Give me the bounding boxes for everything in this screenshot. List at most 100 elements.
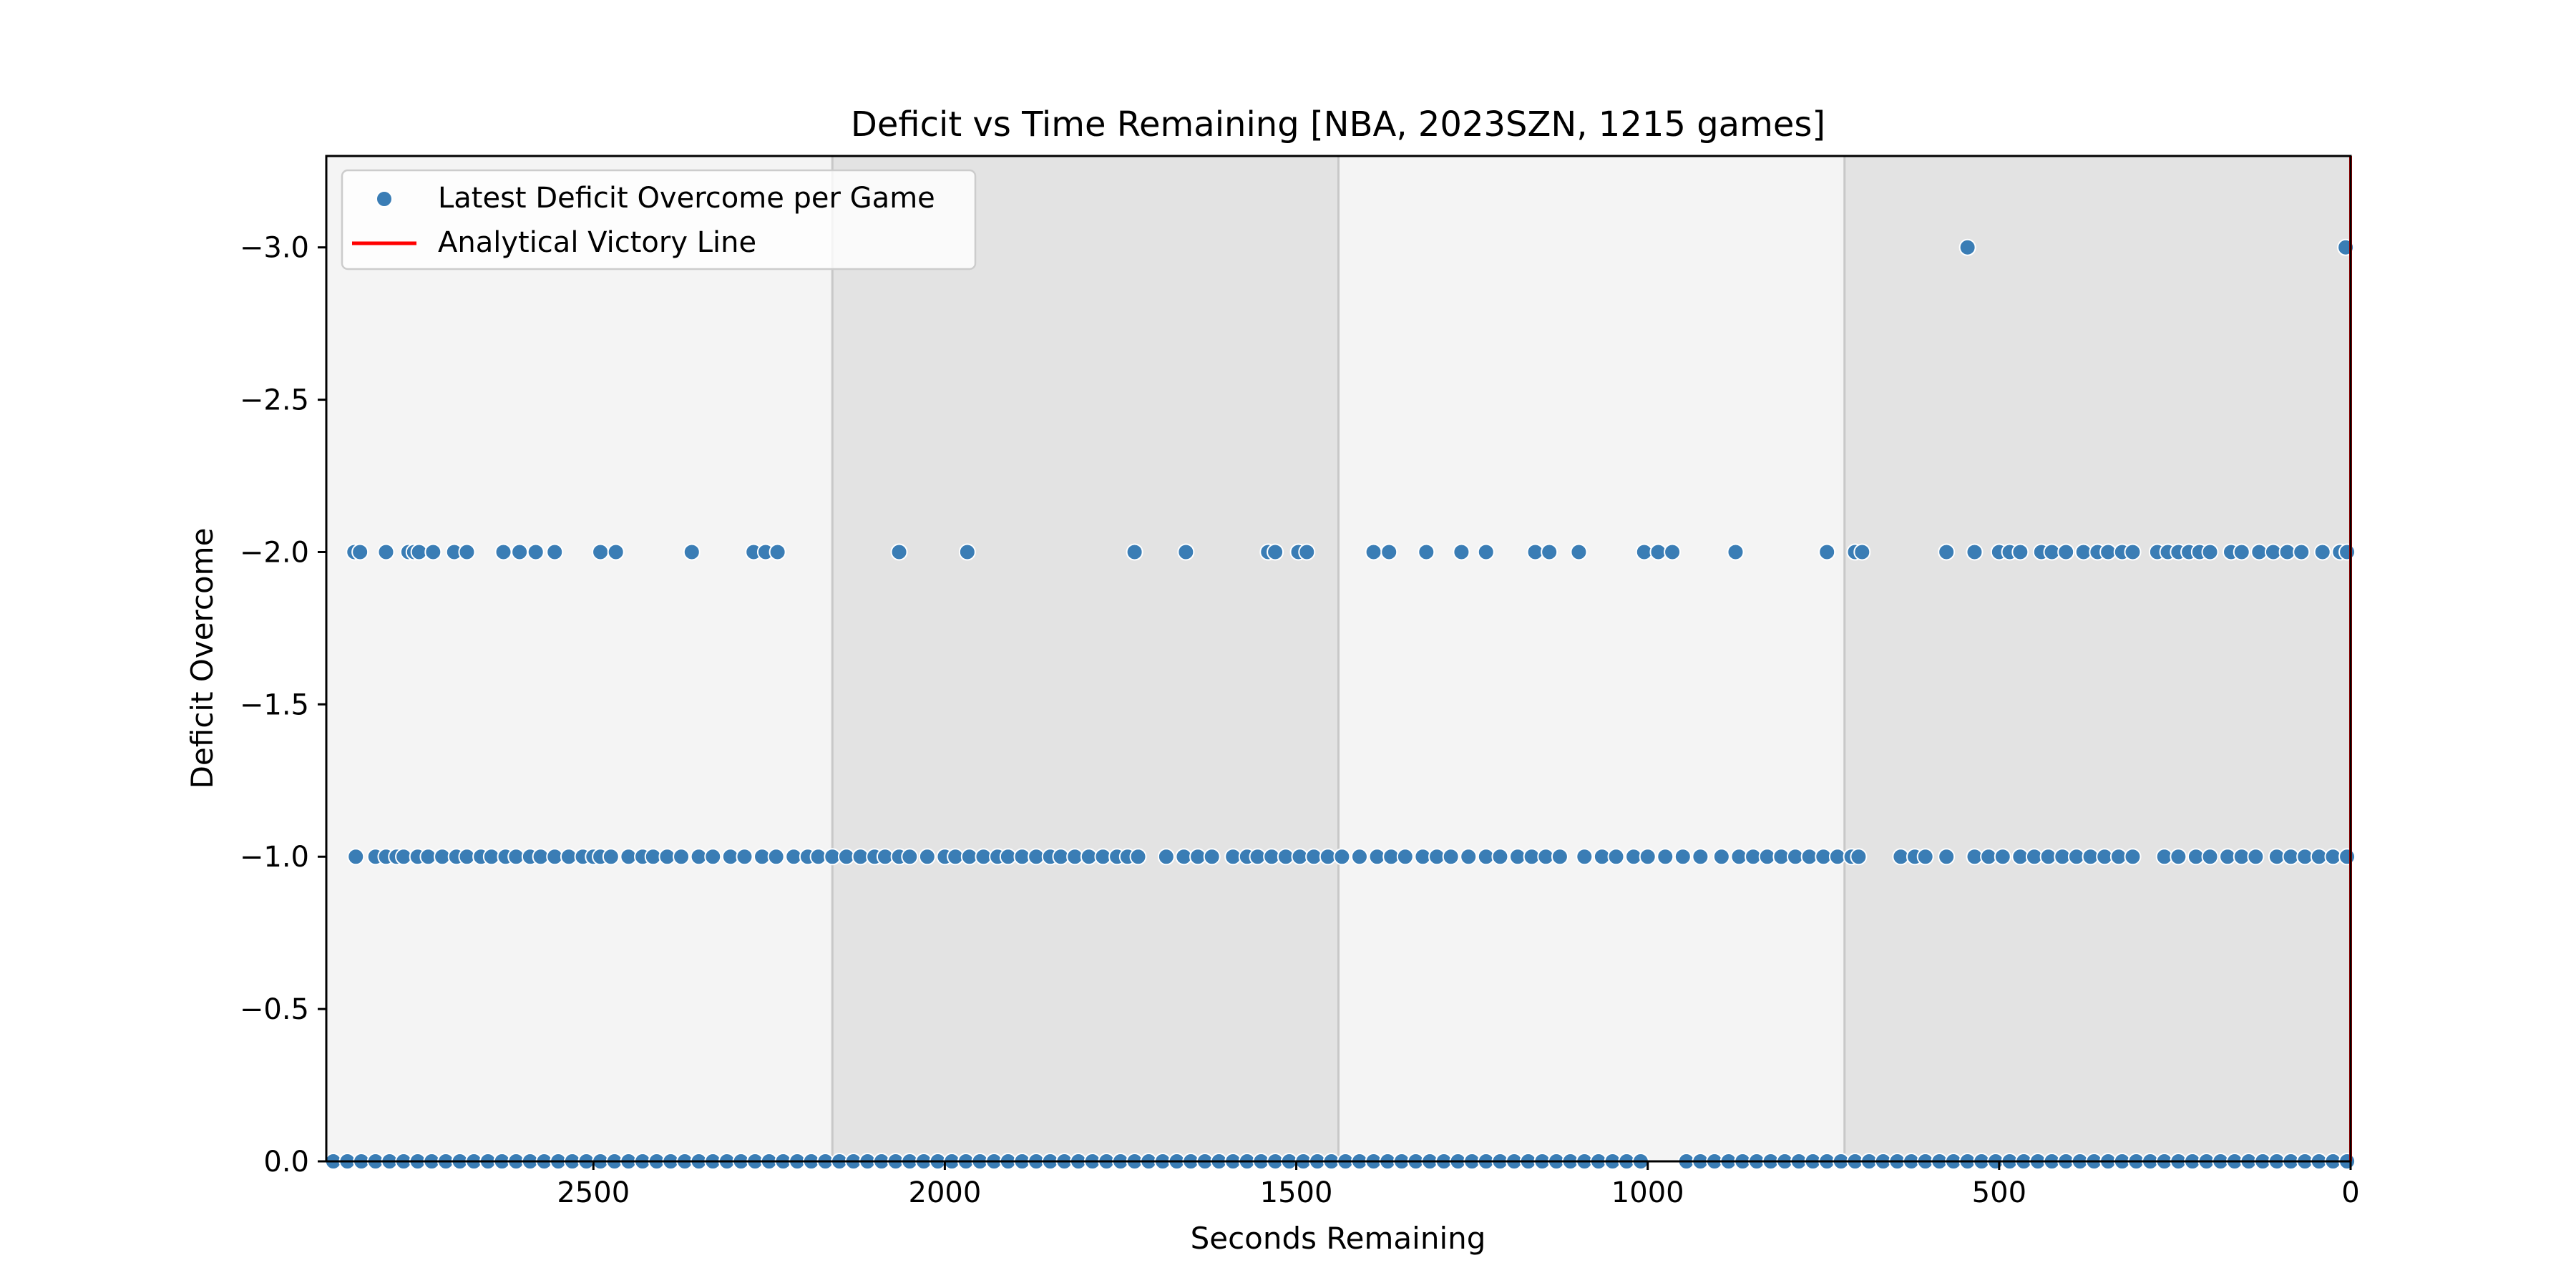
data-point [377,543,395,561]
data-point [1380,543,1398,561]
x-axis-ticks: 2500 2000 1500 1000 500 0 [557,1161,2360,1209]
data-point [2233,543,2250,561]
data-point [1639,848,1657,866]
data-point [1396,848,1414,866]
data-point [1576,848,1594,866]
data-point [1157,848,1175,866]
data-point [767,848,785,866]
data-point [602,848,620,866]
y-axis-label: Deficit Overcome [185,528,220,789]
data-point [1657,848,1674,866]
quarter-band-4 [1844,156,2351,1161]
data-point [1203,848,1221,866]
data-point [1551,848,1568,866]
data-point [458,543,476,561]
quarter-band-1 [326,156,833,1161]
legend-label-deficit: Latest Deficit Overcome per Game [438,182,935,215]
legend-label-victory-line: Analytical Victory Line [438,226,756,259]
data-point [607,543,625,561]
y-tick-label: −3.0 [240,232,309,265]
data-point [901,848,919,866]
data-point [351,543,369,561]
x-tick-label: 500 [1972,1176,2026,1209]
x-tick-label: 2000 [909,1176,982,1209]
data-point [1491,848,1509,866]
data-point [1674,848,1692,866]
data-point [1129,848,1147,866]
y-axis-ticks: −3.0 −2.5 −2.0 −1.5 −1.0 −0.5 0.0 [240,232,326,1179]
data-point [1818,543,1836,561]
data-point [2057,543,2075,561]
data-point [1267,543,1284,561]
data-point [527,543,545,561]
data-point [673,848,691,866]
data-point [1994,848,2011,866]
data-point [704,848,722,866]
data-point [1453,543,1470,561]
y-tick-label: −1.0 [240,841,309,874]
data-point [1460,848,1478,866]
quarter-band-3 [1338,156,1845,1161]
data-point [683,543,701,561]
data-point [1966,543,1984,561]
data-points [324,238,2356,1170]
y-tick-label: −0.5 [240,993,309,1026]
y-tick-label: −2.5 [240,384,309,417]
legend-box [341,169,977,270]
data-point [2313,543,2331,561]
y-tick-label: −2.0 [240,536,309,569]
data-point [890,543,908,561]
data-point [1958,238,1976,256]
data-point [494,543,512,561]
data-point [424,543,442,561]
data-point [1853,543,1871,561]
data-point [1365,543,1382,561]
data-point [1541,543,1558,561]
data-point [1477,543,1495,561]
y-tick-label: 0.0 [263,1146,309,1179]
x-tick-label: 0 [2341,1176,2359,1209]
data-point [2201,543,2219,561]
data-point [2247,848,2265,866]
data-point [347,848,365,866]
legend: Latest Deficit Overcome per Game Analyti… [341,169,977,270]
data-point [2124,848,2142,866]
data-point [511,543,529,561]
data-point [1727,543,1745,561]
data-point [1850,848,1868,866]
data-point [2338,543,2356,561]
data-point [1916,848,1934,866]
x-tick-label: 1500 [1260,1176,1333,1209]
data-point [1570,543,1588,561]
chart-title: Deficit vs Time Remaining [NBA, 2023SZN,… [851,104,1825,145]
plot-frame [325,155,2352,1163]
data-point [592,543,610,561]
data-point [2170,848,2187,866]
data-point [1418,543,1435,561]
data-point [736,848,753,866]
data-point [1664,543,1682,561]
data-point [1712,848,1730,866]
data-point [1607,848,1625,866]
x-tick-label: 2500 [557,1176,630,1209]
legend-scatter-marker [376,190,393,208]
data-point [1298,543,1316,561]
data-point [2201,848,2219,866]
data-point [1333,848,1351,866]
data-point [1350,848,1368,866]
data-point [1938,848,1956,866]
data-point [1938,543,1956,561]
data-point [1126,543,1143,561]
data-point [2338,848,2356,866]
quarter-band-2 [832,156,1339,1161]
data-point [2293,543,2311,561]
data-point [918,848,936,866]
data-point [958,543,976,561]
data-point [1177,543,1195,561]
data-point [2011,543,2029,561]
quarter-bands [326,156,2351,1161]
data-point [1442,848,1460,866]
data-point [2124,543,2142,561]
data-point [546,543,564,561]
